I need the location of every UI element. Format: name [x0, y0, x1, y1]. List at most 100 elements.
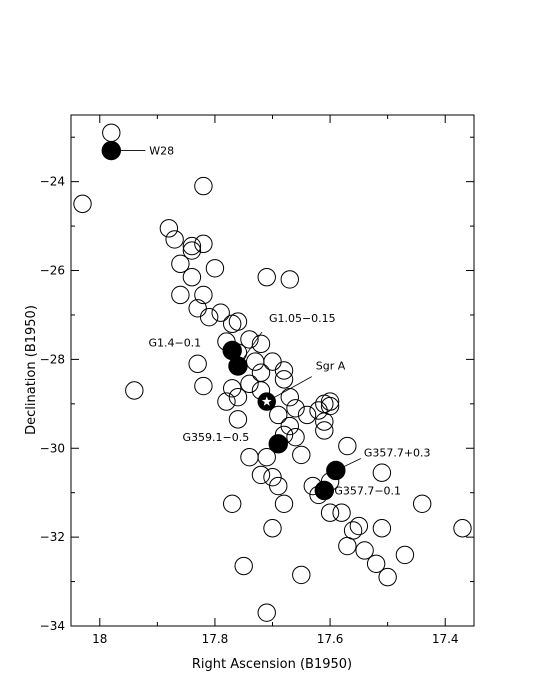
- source-open-circle: [338, 436, 357, 456]
- source-open-circle: [343, 521, 363, 540]
- source-open-circle: [274, 370, 294, 389]
- source-open-circle: [315, 421, 334, 440]
- source-open-circle: [453, 519, 472, 538]
- source-open-circle: [171, 254, 190, 274]
- source-filled-circle: [314, 480, 335, 501]
- source-open-circle: [292, 565, 311, 585]
- x-axis-label: Right Ascension (B1950): [192, 657, 352, 672]
- source-open-circle: [182, 267, 202, 287]
- source-open-circle: [332, 503, 351, 522]
- x-tick-label: 17.4: [432, 632, 459, 646]
- source-open-circle: [211, 303, 230, 322]
- source-open-circle: [182, 236, 202, 256]
- source-open-circle: [338, 536, 357, 556]
- source-open-circle: [280, 416, 299, 436]
- x-tick-label: 17.6: [317, 632, 344, 646]
- source-open-circle: [263, 352, 282, 371]
- source-open-circle: [251, 465, 271, 485]
- x-tick-label: 17.8: [202, 632, 229, 646]
- source-open-circle: [251, 363, 271, 382]
- source-open-circle: [125, 381, 144, 400]
- source-open-circle: [263, 467, 282, 487]
- source-open-circle: [292, 445, 311, 465]
- annotation-label: Sgr A: [316, 360, 346, 373]
- source-open-circle: [240, 447, 259, 467]
- source-open-circle: [223, 379, 242, 398]
- source-filled-circle: [326, 460, 346, 481]
- source-open-circle: [257, 603, 276, 622]
- source-open-circle: [223, 494, 242, 514]
- source-open-circle: [280, 387, 299, 407]
- annotation-label: W28: [149, 145, 174, 158]
- annotation-label: G357.7−0.1: [334, 484, 401, 497]
- source-open-circle: [309, 401, 328, 420]
- annotations: W28 G1.4−0.1 G1.05−0.15 Sgr A G359.1−0.5 G357…: [120, 145, 431, 497]
- source-open-circle: [240, 330, 259, 349]
- source-open-circle: [263, 519, 282, 538]
- source-open-circle: [355, 541, 374, 560]
- source-open-circle: [73, 194, 92, 214]
- source-filled-circle: [228, 356, 248, 376]
- source-open-circle: [366, 554, 386, 573]
- source-open-circle: [228, 410, 248, 429]
- source-open-circle: [274, 361, 294, 380]
- source-open-circle: [286, 427, 305, 447]
- source-open-circle: [257, 447, 276, 467]
- annotation-label: G1.4−0.1: [148, 337, 201, 350]
- source-open-circle: [257, 267, 276, 287]
- annotation-leader: [343, 458, 362, 468]
- source-open-circle: [269, 476, 288, 496]
- y-tick-label: −26: [40, 264, 65, 278]
- source-open-circle: [274, 494, 294, 514]
- source-open-circle: [171, 285, 190, 305]
- annotation-label: G357.7+0.3: [364, 446, 431, 459]
- source-open-circle: [395, 545, 415, 565]
- source-open-circle: [228, 387, 248, 407]
- axis-ticks: −24 −26 −28 −30 −32 −34 18 17.8 17.6 17.4: [40, 115, 474, 646]
- data-points: [73, 123, 472, 622]
- source-open-circle: [372, 519, 392, 538]
- source-open-circle: [280, 270, 299, 289]
- annotation-label: G1.05−0.15: [269, 312, 336, 325]
- source-open-circle: [217, 392, 236, 411]
- source-open-circle: [199, 307, 219, 327]
- source-open-circle: [297, 405, 317, 425]
- source-open-circle: [286, 399, 305, 418]
- source-open-circle: [320, 396, 340, 416]
- y-axis-label: Declination (B1950): [24, 305, 39, 435]
- source-open-circle: [194, 234, 213, 254]
- source-open-circle: [102, 123, 121, 142]
- source-open-circle: [194, 176, 213, 196]
- source-open-circle: [372, 463, 392, 482]
- source-open-circle: [240, 374, 259, 394]
- source-open-circle: [251, 334, 271, 354]
- annotation-label: G359.1−0.5: [183, 431, 250, 444]
- y-tick-label: −28: [40, 352, 65, 366]
- source-open-circle: [194, 285, 213, 305]
- x-tick-label: 18: [92, 632, 107, 646]
- source-open-circle: [159, 219, 179, 238]
- y-tick-label: −30: [40, 441, 65, 455]
- y-tick-label: −24: [40, 175, 65, 189]
- source-open-circle: [194, 376, 213, 396]
- source-open-circle: [188, 299, 207, 318]
- sgr-a-star-icon: [259, 394, 274, 408]
- source-open-circle: [182, 241, 202, 260]
- source-open-circle: [246, 352, 265, 371]
- source-open-circle: [320, 503, 340, 522]
- source-open-circle: [188, 354, 207, 374]
- source-filled-circle: [268, 434, 288, 454]
- source-filled-circle: [101, 140, 122, 161]
- source-open-circle: [269, 405, 288, 425]
- source-open-circle: [234, 556, 253, 576]
- source-open-circle: [349, 516, 369, 536]
- y-tick-label: −32: [40, 530, 65, 544]
- annotation-leader: [242, 331, 263, 360]
- source-open-circle: [205, 259, 225, 278]
- source-open-circle: [165, 230, 184, 249]
- y-tick-label: −34: [40, 619, 65, 633]
- source-open-circle: [228, 312, 248, 331]
- annotation-leader: [274, 376, 312, 398]
- source-open-circle: [378, 567, 397, 587]
